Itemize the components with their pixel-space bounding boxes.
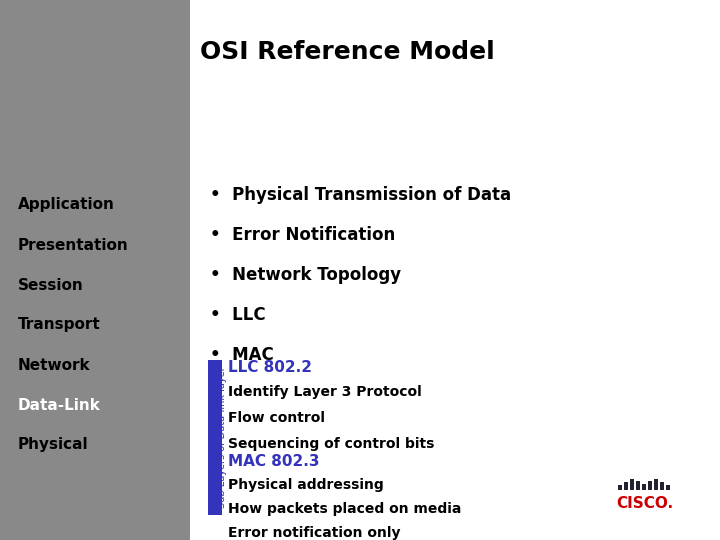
- Text: Error notification only: Error notification only: [228, 526, 400, 540]
- Bar: [636, 481, 640, 490]
- Text: Physical: Physical: [18, 437, 89, 453]
- Text: CISCO.: CISCO.: [616, 496, 674, 511]
- Text: Network: Network: [18, 357, 91, 373]
- Text: Transport: Transport: [18, 318, 101, 333]
- Text: Sequencing of control bits: Sequencing of control bits: [228, 437, 434, 451]
- Text: Presentation: Presentation: [18, 238, 129, 253]
- Text: •  LLC: • LLC: [210, 306, 266, 324]
- Bar: [208, 360, 222, 515]
- Text: •  Physical Transmission of Data: • Physical Transmission of Data: [210, 186, 511, 204]
- Text: Sub Layers of Data-link layer: Sub Layers of Data-link layer: [217, 366, 227, 508]
- Bar: [618, 485, 622, 490]
- Text: Identify Layer 3 Protocol: Identify Layer 3 Protocol: [228, 385, 422, 399]
- Bar: [0, 0, 190, 540]
- Bar: [648, 481, 652, 490]
- Bar: [654, 479, 658, 490]
- Text: •  Error Notification: • Error Notification: [210, 226, 395, 244]
- Text: •  Network Topology: • Network Topology: [210, 266, 401, 284]
- Bar: [642, 484, 646, 490]
- Bar: [660, 482, 664, 490]
- Bar: [666, 485, 670, 490]
- Text: OSI Reference Model: OSI Reference Model: [200, 40, 495, 64]
- Bar: [624, 482, 628, 490]
- Text: MAC 802.3: MAC 802.3: [228, 455, 320, 469]
- Text: Session: Session: [18, 278, 84, 293]
- Text: Physical addressing: Physical addressing: [228, 478, 384, 492]
- Bar: [630, 479, 634, 490]
- Text: Flow control: Flow control: [228, 411, 325, 425]
- Text: How packets placed on media: How packets placed on media: [228, 502, 462, 516]
- Text: LLC 802.2: LLC 802.2: [228, 361, 312, 375]
- Text: Data-Link: Data-Link: [18, 397, 101, 413]
- Text: Application: Application: [18, 198, 115, 213]
- Text: •  MAC: • MAC: [210, 346, 274, 364]
